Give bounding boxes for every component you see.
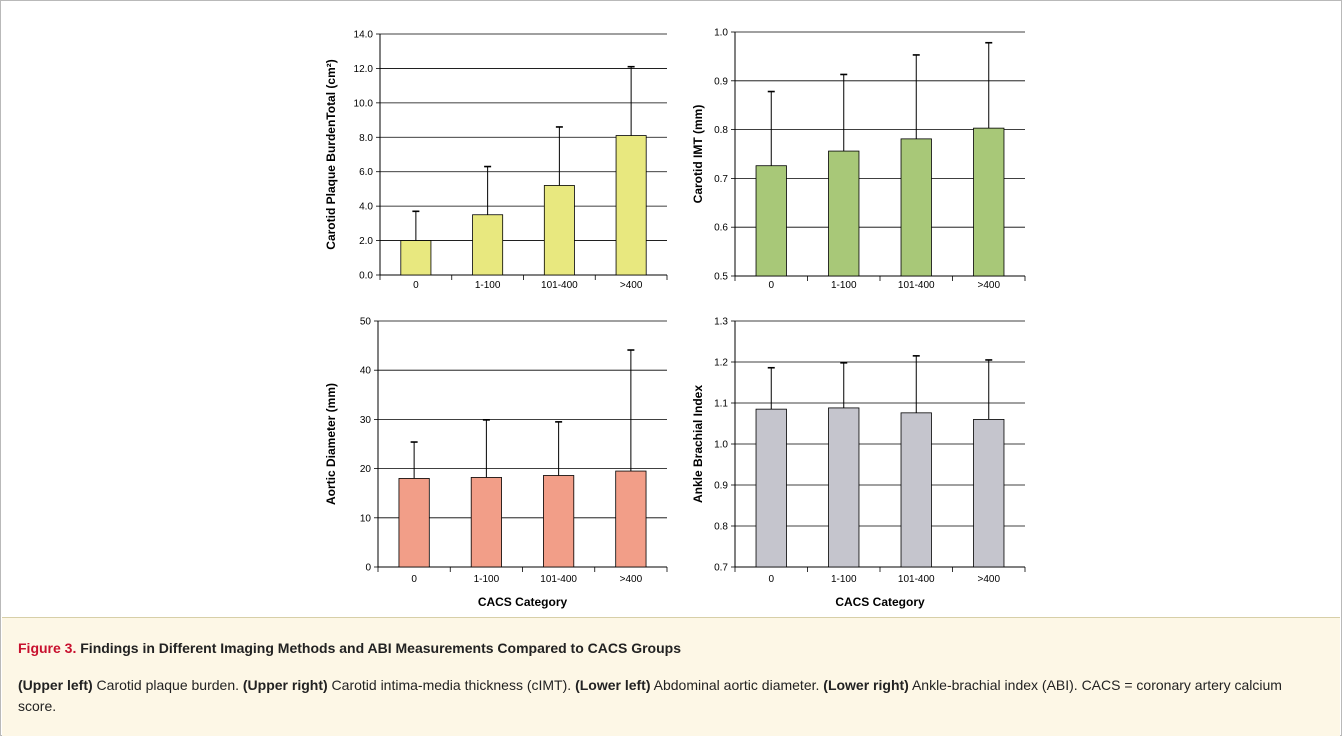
y-tick-label: 8.0 bbox=[359, 133, 373, 144]
y-tick-label: 0.9 bbox=[714, 76, 728, 87]
y-tick-label: 20 bbox=[360, 464, 372, 475]
y-tick-label: 0.7 bbox=[714, 563, 728, 574]
y-tick-label: 1.3 bbox=[714, 317, 728, 328]
bar bbox=[828, 407, 860, 568]
y-axis-title: Carotid IMT (mm) bbox=[691, 105, 705, 204]
caption-lower-right-text: Ankle-brachial index (ABI). CACS = coron… bbox=[18, 677, 1282, 714]
x-tick-label: 101-400 bbox=[540, 574, 577, 585]
x-tick-label: >400 bbox=[620, 280, 643, 291]
bar bbox=[615, 135, 647, 276]
bar bbox=[472, 214, 504, 276]
x-tick-label: 1-100 bbox=[474, 574, 500, 585]
bar bbox=[543, 475, 575, 568]
bar bbox=[973, 127, 1005, 277]
y-tick-label: 4.0 bbox=[359, 202, 373, 213]
x-tick-label: >400 bbox=[977, 574, 1000, 585]
y-axis-title: Aortic Diameter (mm) bbox=[324, 383, 338, 505]
bar bbox=[828, 150, 860, 277]
y-tick-label: 10 bbox=[360, 513, 372, 524]
y-tick-label: 30 bbox=[360, 415, 372, 426]
y-tick-label: 0.8 bbox=[714, 522, 728, 533]
y-tick-label: 1.2 bbox=[714, 358, 728, 369]
y-tick-label: 0.6 bbox=[714, 223, 728, 234]
chart-carotid-plaque-burden: 0.0 2.0 4.0 6.0 8.0 10.0 12.0 14.0 0 1-100 101-400… bbox=[324, 30, 668, 291]
caption-title: Figure 3. Findings in Different Imaging … bbox=[18, 640, 681, 656]
x-tick-label: >400 bbox=[620, 574, 643, 585]
y-tick-label: 0.9 bbox=[714, 481, 728, 492]
y-tick-label: 50 bbox=[360, 317, 372, 328]
y-tick-label: 0.7 bbox=[714, 174, 728, 185]
y-axis-title: Ankle Brachial Index bbox=[691, 385, 705, 503]
x-tick-label: 0 bbox=[413, 280, 419, 291]
bar bbox=[398, 478, 430, 568]
x-tick-label: 0 bbox=[411, 574, 417, 585]
bar bbox=[973, 419, 1005, 568]
x-tick-label: 101-400 bbox=[541, 280, 578, 291]
y-tick-label: 1.1 bbox=[714, 399, 728, 410]
caption-lower-left-text: Abdominal aortic diameter. bbox=[650, 677, 824, 693]
x-axis-title: CACS Category bbox=[835, 595, 925, 609]
x-tick-label: 1-100 bbox=[831, 574, 857, 585]
bar bbox=[755, 165, 787, 277]
figure-panels: 0.0 2.0 4.0 6.0 8.0 10.0 12.0 14.0 0 1-100 101-400… bbox=[2, 2, 1340, 616]
y-tick-label: 14.0 bbox=[354, 30, 374, 41]
y-tick-label: 0.0 bbox=[359, 271, 373, 282]
bar bbox=[543, 185, 575, 276]
caption-lower-left-label: (Lower left) bbox=[575, 677, 651, 693]
caption-body: (Upper left) Carotid plaque burden. (Upp… bbox=[18, 675, 1318, 717]
figure-label: Figure 3. bbox=[18, 640, 77, 656]
y-tick-label: 6.0 bbox=[359, 167, 373, 178]
chart-carotid-imt: 0.5 0.6 0.7 0.8 0.9 1.0 0 1-100 101-400 >400 Carot… bbox=[691, 28, 1026, 291]
y-axis-title: Carotid Plaque BurdenTotal (cm²) bbox=[324, 59, 338, 249]
x-tick-label: 1-100 bbox=[475, 280, 501, 291]
x-tick-label: 1-100 bbox=[831, 280, 857, 291]
caption-lower-right-label: (Lower right) bbox=[823, 677, 909, 693]
bar bbox=[470, 477, 502, 568]
chart-aortic-diameter: 0 10 20 30 40 50 0 1-100 101-400 >400 Aortic Diame… bbox=[324, 317, 668, 609]
bar bbox=[755, 408, 787, 568]
y-tick-label: 1.0 bbox=[714, 440, 728, 451]
x-tick-label: 0 bbox=[768, 280, 774, 291]
caption-upper-left-text: Carotid plaque burden. bbox=[92, 677, 243, 693]
y-tick-label: 0.8 bbox=[714, 125, 728, 136]
bar bbox=[615, 470, 647, 568]
y-tick-label: 1.0 bbox=[714, 28, 728, 39]
y-tick-label: 0.5 bbox=[714, 272, 728, 283]
caption-upper-right-text: Carotid intima-media thickness (cIMT). bbox=[327, 677, 576, 693]
y-tick-label: 2.0 bbox=[359, 236, 373, 247]
caption-title-text: Findings in Different Imaging Methods an… bbox=[80, 640, 681, 656]
caption-upper-left-label: (Upper left) bbox=[18, 677, 93, 693]
x-tick-label: 101-400 bbox=[898, 574, 935, 585]
x-tick-label: 101-400 bbox=[898, 280, 935, 291]
bar bbox=[900, 412, 932, 568]
x-tick-label: >400 bbox=[977, 280, 1000, 291]
caption-upper-right-label: (Upper right) bbox=[242, 677, 328, 693]
x-tick-label: 0 bbox=[768, 574, 774, 585]
chart-ankle-brachial-index: 0.7 0.8 0.9 1.0 1.1 1.2 1.3 0 1-100 101-400 >400 An… bbox=[691, 317, 1026, 609]
y-tick-label: 0 bbox=[365, 563, 371, 574]
bar bbox=[900, 138, 932, 277]
y-tick-label: 10.0 bbox=[354, 98, 374, 109]
y-tick-label: 12.0 bbox=[354, 64, 374, 75]
bar bbox=[400, 240, 432, 276]
y-tick-label: 40 bbox=[360, 366, 372, 377]
x-axis-title: CACS Category bbox=[478, 595, 568, 609]
figure-caption: Figure 3. Findings in Different Imaging … bbox=[2, 617, 1340, 736]
